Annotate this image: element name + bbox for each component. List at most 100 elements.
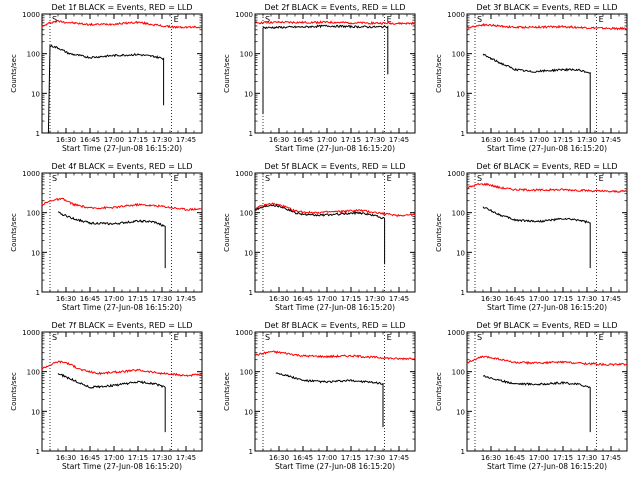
- x-tick-label: 17:15: [128, 295, 148, 303]
- x-tick-label: 16:45: [80, 454, 100, 462]
- x-tick-label: 17:45: [176, 454, 196, 462]
- x-tick-label: 16:45: [80, 295, 100, 303]
- marker-label-E: E: [599, 174, 604, 183]
- x-axis-label: Start Time (27-Jun-08 16:15:20): [487, 303, 607, 312]
- panel-2: Det 2f BLACK = Events, RED = LLD 1 10 100 10…: [223, 3, 416, 153]
- y-tick-label: 100: [452, 210, 465, 218]
- panel-9: Det 9f BLACK = Events, RED = LLD 1 10 100 10…: [435, 321, 628, 471]
- x-tick-label: 17:30: [365, 295, 385, 303]
- x-tick-label: 16:45: [505, 454, 525, 462]
- marker-label-E: E: [174, 333, 179, 342]
- x-tick-label: 17:45: [601, 136, 621, 144]
- y-tick-label: 100: [27, 51, 40, 59]
- marker-label-E: E: [387, 15, 392, 24]
- y-axis-label: Counts/sec: [435, 54, 443, 93]
- y-tick-label: 10: [244, 408, 253, 416]
- y-tick-label: 10: [244, 90, 253, 98]
- x-tick-label: 17:00: [104, 295, 124, 303]
- x-tick-label: 16:30: [56, 454, 76, 462]
- x-tick-label: 17:00: [104, 136, 124, 144]
- panel-title: Det 9f BLACK = Events, RED = LLD: [476, 321, 617, 330]
- events-series-line: [57, 211, 166, 269]
- marker-label-S: S: [477, 15, 482, 24]
- x-tick-label: 17:00: [317, 295, 337, 303]
- x-tick-label: 16:30: [269, 136, 289, 144]
- lld-series-line: [466, 355, 628, 367]
- y-tick-label: 1000: [447, 11, 465, 19]
- x-tick-label: 17:00: [529, 136, 549, 144]
- x-tick-label: 17:00: [529, 454, 549, 462]
- y-axis-label: Counts/sec: [10, 213, 18, 252]
- x-tick-label: 17:45: [601, 454, 621, 462]
- events-series-line: [47, 44, 165, 134]
- lld-series-line: [466, 182, 628, 193]
- panel-7: Det 7f BLACK = Events, RED = LLD 1 10 100 10…: [10, 321, 203, 471]
- x-tick-label: 16:45: [505, 136, 525, 144]
- panel-title: Det 3f BLACK = Events, RED = LLD: [476, 3, 617, 12]
- x-tick-label: 17:00: [104, 454, 124, 462]
- x-tick-label: 16:45: [505, 295, 525, 303]
- y-tick-label: 100: [240, 51, 253, 59]
- x-tick-label: 17:00: [317, 136, 337, 144]
- x-tick-label: 17:30: [152, 454, 172, 462]
- y-tick-label: 1000: [22, 329, 40, 337]
- x-tick-label: 17:45: [389, 454, 409, 462]
- x-tick-label: 16:45: [80, 136, 100, 144]
- marker-label-S: S: [477, 174, 482, 183]
- x-tick-label: 17:15: [341, 136, 361, 144]
- events-series-line: [254, 204, 386, 265]
- y-tick-label: 1: [249, 289, 253, 297]
- lld-series-line: [41, 360, 203, 377]
- x-tick-label: 16:45: [293, 295, 313, 303]
- x-tick-label: 16:30: [56, 295, 76, 303]
- x-tick-label: 17:15: [341, 454, 361, 462]
- x-tick-label: 17:15: [553, 454, 573, 462]
- x-tick-label: 17:45: [389, 295, 409, 303]
- x-tick-label: 16:30: [56, 136, 76, 144]
- x-axis-label: Start Time (27-Jun-08 16:15:20): [62, 462, 182, 471]
- x-axis-label: Start Time (27-Jun-08 16:15:20): [62, 144, 182, 153]
- x-tick-label: 17:45: [176, 136, 196, 144]
- y-tick-label: 1: [36, 448, 40, 456]
- x-axis-label: Start Time (27-Jun-08 16:15:20): [275, 303, 395, 312]
- x-tick-label: 17:45: [176, 295, 196, 303]
- panel-1: Det 1f BLACK = Events, RED = LLD 1 10 100 10…: [10, 3, 203, 153]
- y-tick-label: 1: [249, 130, 253, 138]
- lld-series-line: [254, 350, 416, 361]
- y-tick-label: 1: [249, 448, 253, 456]
- y-axis-label: Counts/sec: [223, 213, 231, 252]
- marker-label-S: S: [265, 15, 270, 24]
- y-axis-label: Counts/sec: [10, 54, 18, 93]
- x-tick-label: 17:15: [553, 136, 573, 144]
- lld-series-line: [254, 20, 416, 26]
- panel-title: Det 4f BLACK = Events, RED = LLD: [51, 162, 192, 171]
- lld-series-line: [41, 19, 203, 29]
- y-tick-label: 1: [461, 130, 465, 138]
- plot-frame: [41, 172, 203, 293]
- y-tick-label: 1: [461, 289, 465, 297]
- x-tick-label: 16:45: [293, 136, 313, 144]
- y-tick-label: 10: [31, 408, 40, 416]
- x-axis-label: Start Time (27-Jun-08 16:15:20): [275, 462, 395, 471]
- events-series-line: [57, 373, 166, 433]
- x-tick-label: 16:30: [481, 454, 501, 462]
- lld-series-line: [254, 202, 416, 217]
- y-tick-label: 100: [27, 210, 40, 218]
- panel-title: Det 2f BLACK = Events, RED = LLD: [264, 3, 405, 12]
- marker-label-S: S: [265, 174, 270, 183]
- marker-label-S: S: [265, 333, 270, 342]
- y-axis-label: Counts/sec: [223, 54, 231, 93]
- y-axis-label: Counts/sec: [435, 372, 443, 411]
- marker-label-S: S: [52, 333, 57, 342]
- plot-frame: [466, 13, 628, 134]
- x-tick-label: 17:45: [389, 136, 409, 144]
- x-axis-label: Start Time (27-Jun-08 16:15:20): [62, 303, 182, 312]
- plot-frame: [254, 331, 416, 452]
- events-series-line: [483, 374, 591, 433]
- panel-title: Det 1f BLACK = Events, RED = LLD: [51, 3, 192, 12]
- plot-frame: [41, 13, 203, 134]
- x-tick-label: 17:30: [577, 295, 597, 303]
- y-tick-label: 10: [31, 249, 40, 257]
- y-tick-label: 100: [452, 369, 465, 377]
